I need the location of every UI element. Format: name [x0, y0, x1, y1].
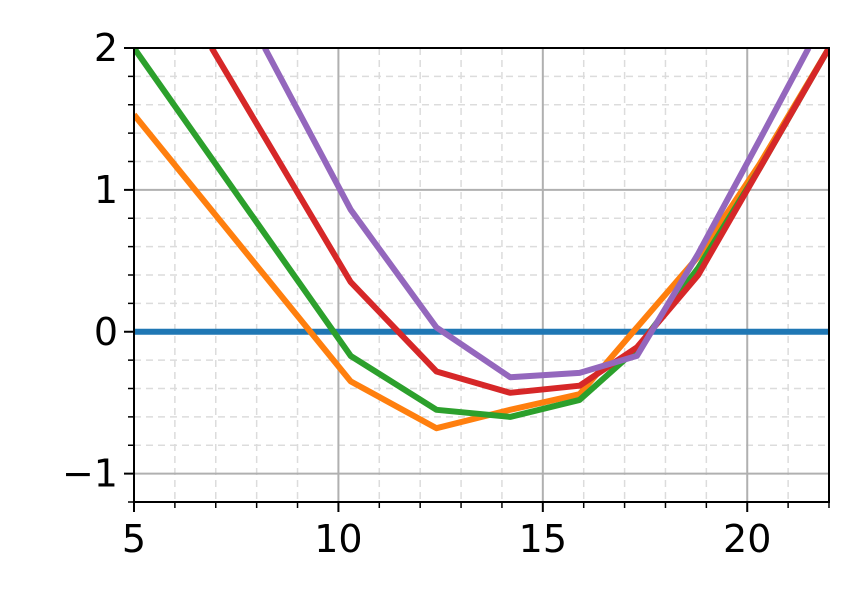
y-tick-label: −1 [62, 452, 118, 496]
minor-grid [134, 48, 830, 503]
y-tick-labels: −1 0 1 2 [62, 26, 118, 496]
x-tick-label: 5 [122, 517, 146, 561]
series-group [134, 47, 829, 432]
y-tick-label: 0 [94, 310, 118, 354]
y-tick-label: 2 [94, 26, 118, 70]
x-tick-labels: 5 10 15 20 [122, 517, 772, 561]
series-line-5 [262, 47, 812, 381]
y-tick-label: 1 [94, 168, 118, 212]
series-line-4 [209, 47, 829, 396]
x-tick-label: 10 [314, 517, 362, 561]
axis-ticks [124, 47, 830, 512]
series-line-2 [134, 47, 829, 432]
x-tick-label: 15 [519, 517, 567, 561]
x-tick-label: 20 [723, 517, 771, 561]
